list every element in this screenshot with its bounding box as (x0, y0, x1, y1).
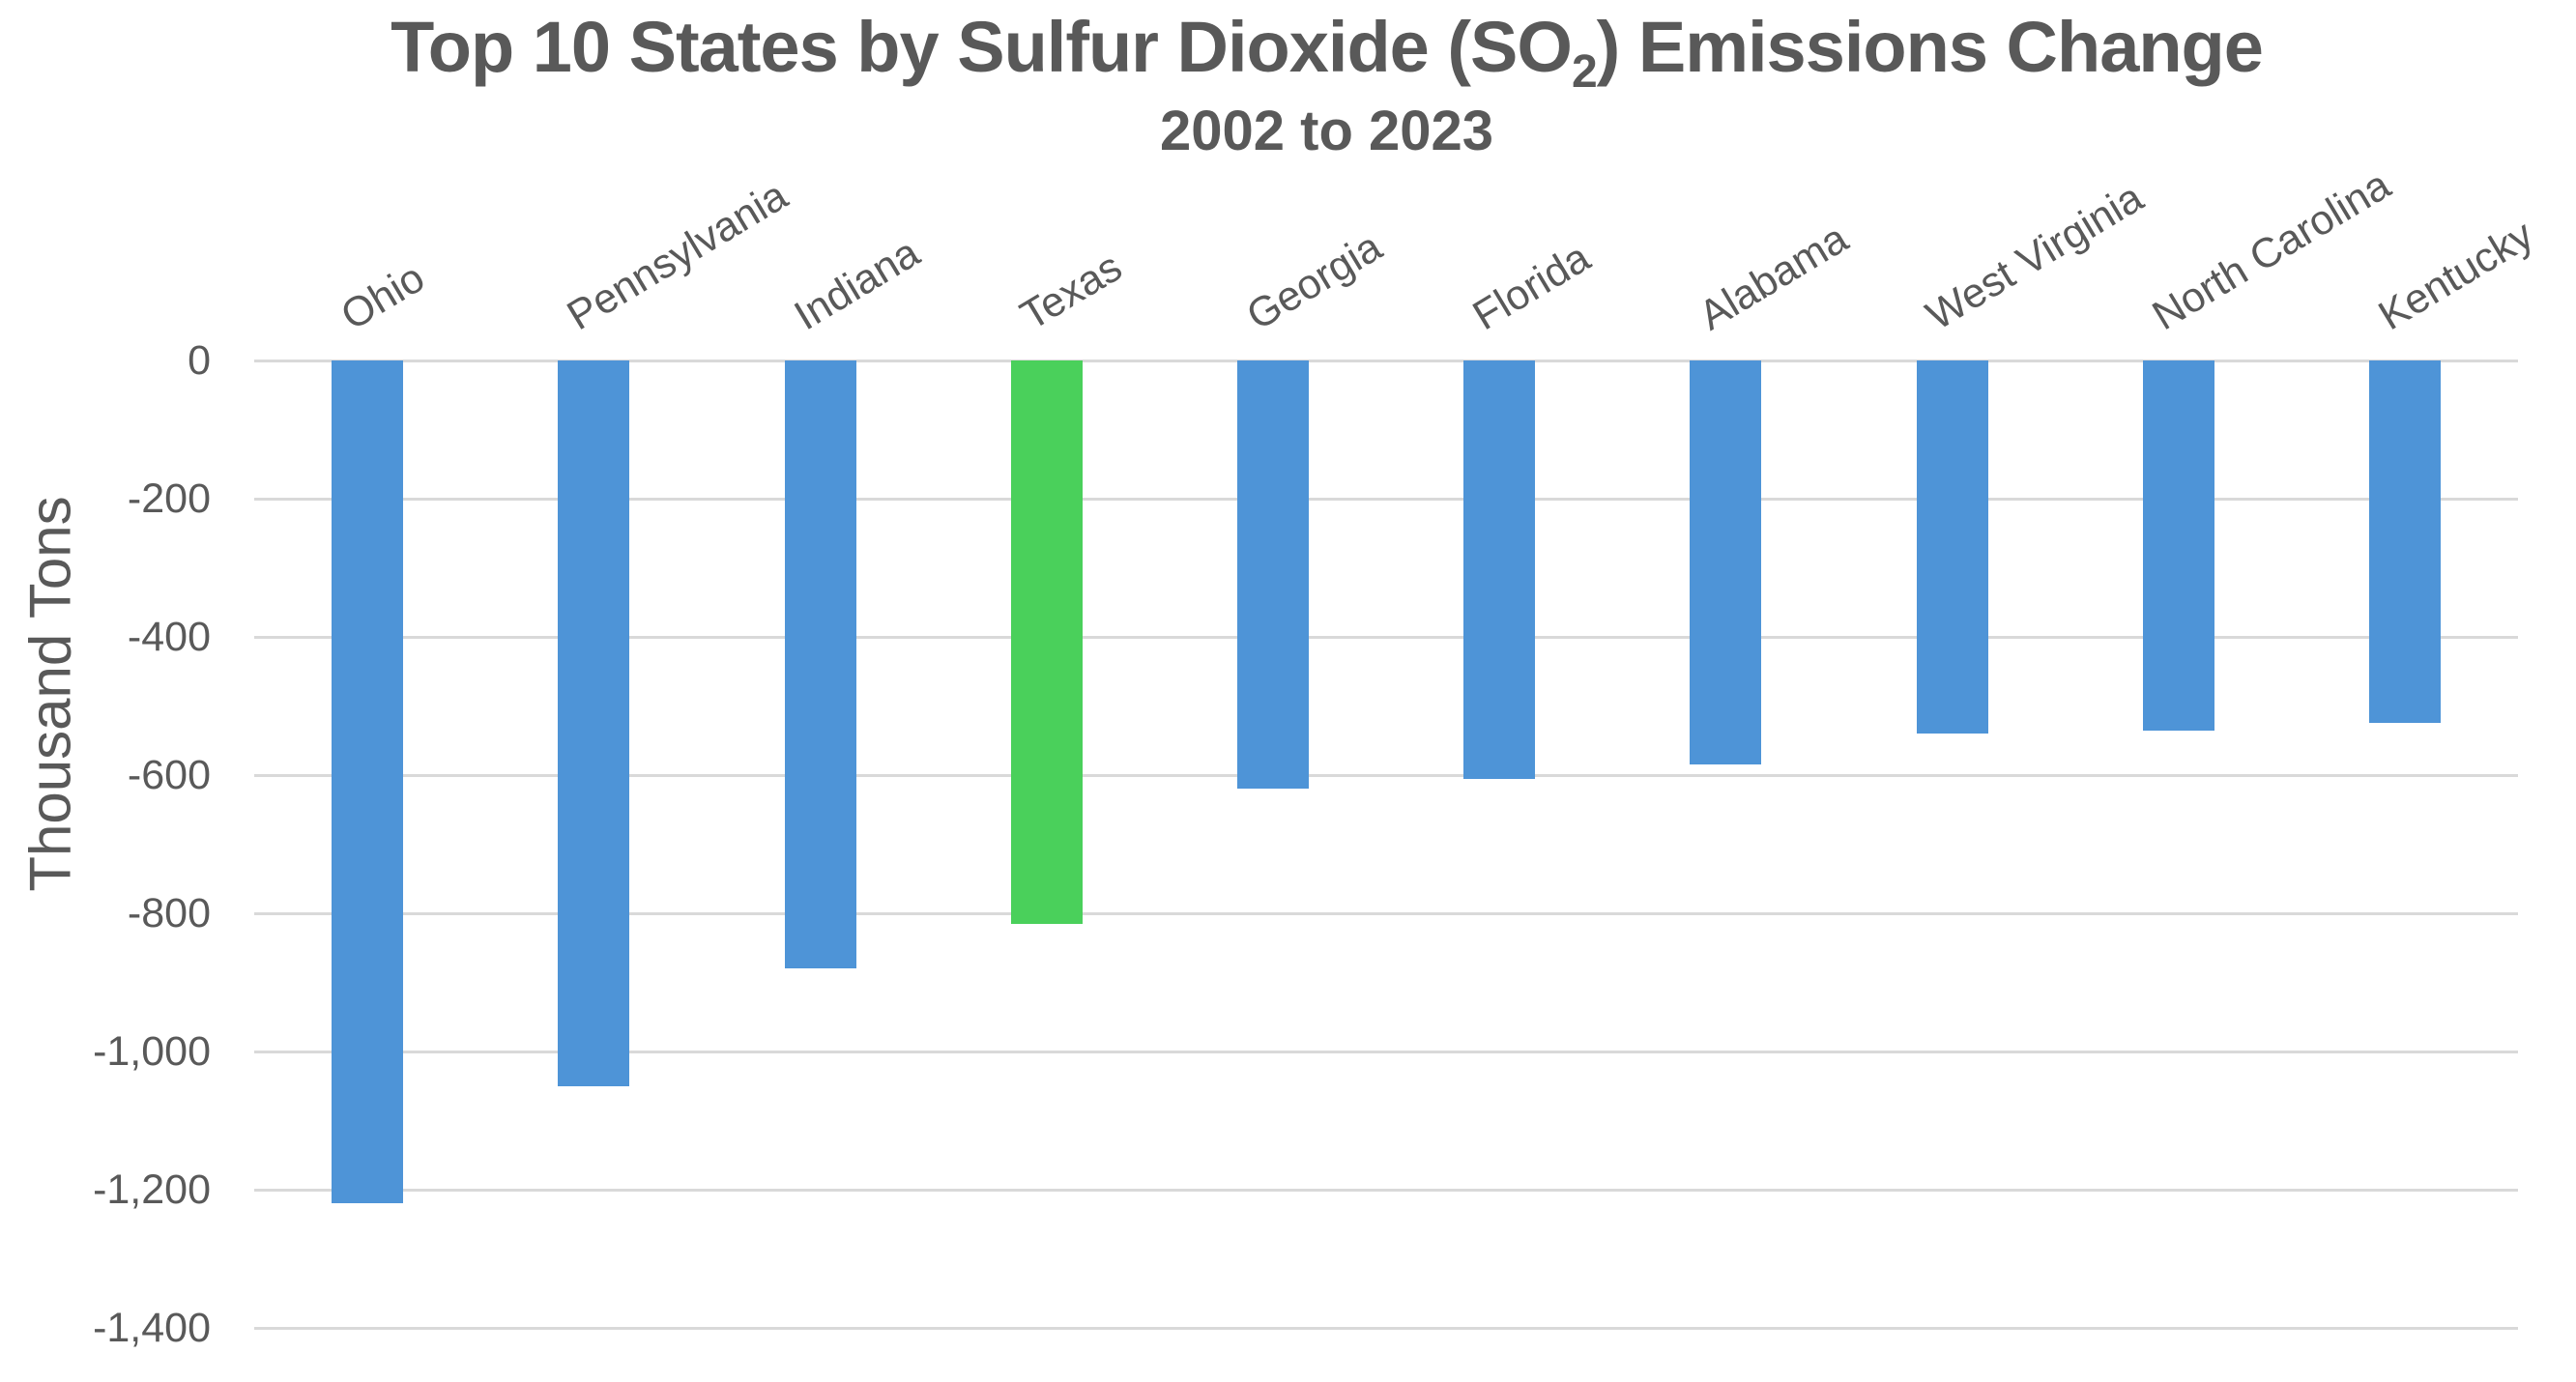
y-tick-label--800: -800 (127, 890, 211, 936)
category-label-ohio: Ohio (333, 254, 433, 340)
category-label-georgia: Georgia (1238, 223, 1390, 340)
bar-pennsylvania (558, 360, 629, 1086)
gridline--1-200 (254, 1189, 2518, 1192)
y-tick-label--1-200: -1,200 (93, 1166, 211, 1213)
chart-subtitle: 2002 to 2023 (1159, 100, 1494, 162)
category-label-north-carolina: North Carolina (2144, 161, 2399, 340)
chart-title-text-suffix: ) Emissions Change (1596, 7, 2264, 87)
y-tick-label--200: -200 (127, 475, 211, 522)
y-tick-label-0: 0 (188, 337, 211, 384)
chart-title-subscript: 2 (1571, 45, 1598, 98)
gridline--200 (254, 498, 2518, 501)
gridline--600 (254, 774, 2518, 777)
gridline-0 (254, 360, 2518, 362)
gridline--1-000 (254, 1051, 2518, 1053)
y-tick-label--1-400: -1,400 (93, 1305, 211, 1351)
bar-indiana (785, 360, 856, 968)
gridline--400 (254, 636, 2518, 639)
y-axis-title: Thousand Tons (17, 496, 83, 892)
bar-georgia (1237, 360, 1309, 789)
category-label-indiana: Indiana (786, 229, 928, 340)
y-tick-label--1-000: -1,000 (93, 1028, 211, 1075)
category-label-pennsylvania: Pennsylvania (559, 172, 796, 340)
chart-title-text: Top 10 States by Sulfur Dioxide (SO (391, 7, 1573, 87)
chart-title: Top 10 States by Sulfur Dioxide (SO2) Em… (77, 6, 2576, 95)
category-label-texas: Texas (1012, 244, 1130, 340)
gridline--1-400 (254, 1327, 2518, 1330)
category-label-west-virginia: West Virginia (1918, 174, 2152, 340)
bar-florida (1463, 360, 1535, 779)
category-label-florida: Florida (1464, 234, 1599, 340)
category-label-alabama: Alabama (1691, 215, 1856, 340)
bar-kentucky (2369, 360, 2441, 723)
bar-north-carolina (2143, 360, 2214, 731)
y-tick-label--400: -400 (127, 614, 211, 660)
category-label-kentucky: Kentucky (2370, 211, 2542, 340)
gridline--800 (254, 912, 2518, 915)
bar-alabama (1690, 360, 1761, 764)
bar-texas (1011, 360, 1083, 924)
y-tick-label--600: -600 (127, 752, 211, 798)
bar-west-virginia (1917, 360, 1988, 734)
bar-ohio (332, 360, 403, 1203)
